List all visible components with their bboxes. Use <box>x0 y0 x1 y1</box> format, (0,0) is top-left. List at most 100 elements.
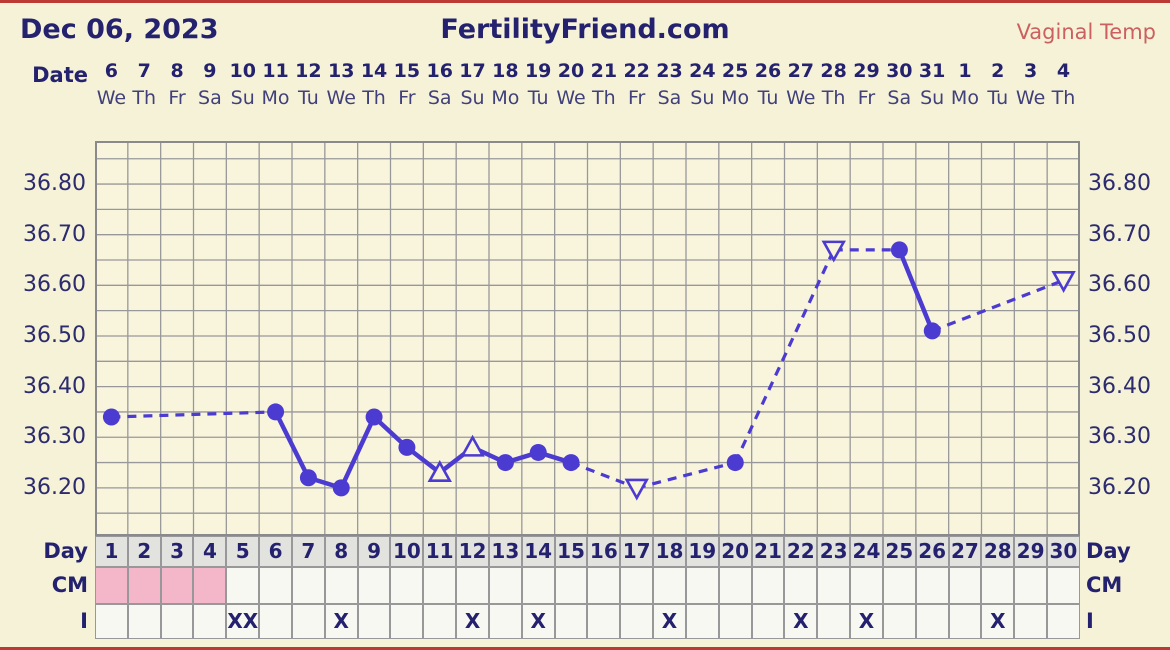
data-point-day-15[interactable] <box>562 454 580 472</box>
day-cell-19[interactable]: 19 <box>685 536 719 567</box>
intercourse-cell-28[interactable]: X <box>981 604 1015 639</box>
cm-cell-21[interactable] <box>751 567 785 604</box>
cm-cell-28[interactable] <box>981 567 1015 604</box>
data-point-day-6[interactable] <box>267 403 285 421</box>
cm-cell-7[interactable] <box>291 567 325 604</box>
intercourse-cell-17[interactable] <box>620 604 654 639</box>
day-cell-4[interactable]: 4 <box>193 536 227 567</box>
day-cell-7[interactable]: 7 <box>291 536 325 567</box>
data-point-day-9[interactable] <box>365 408 383 426</box>
cm-cell-6[interactable] <box>259 567 292 604</box>
day-cell-11[interactable]: 11 <box>423 536 457 567</box>
intercourse-cell-22[interactable]: X <box>784 604 818 639</box>
intercourse-cell-30[interactable] <box>1047 604 1080 639</box>
data-point-day-10[interactable] <box>398 438 416 456</box>
intercourse-cell-11[interactable] <box>423 604 457 639</box>
intercourse-cell-2[interactable] <box>127 604 161 639</box>
day-cell-14[interactable]: 14 <box>521 536 555 567</box>
cm-cell-19[interactable] <box>685 567 719 604</box>
intercourse-cell-21[interactable] <box>751 604 785 639</box>
day-cell-2[interactable]: 2 <box>127 536 161 567</box>
day-cell-21[interactable]: 21 <box>751 536 785 567</box>
cm-cell-12[interactable] <box>456 567 489 604</box>
day-cell-6[interactable]: 6 <box>259 536 292 567</box>
cm-cell-16[interactable] <box>587 567 621 604</box>
day-cell-22[interactable]: 22 <box>784 536 818 567</box>
intercourse-cell-13[interactable] <box>488 604 522 639</box>
day-cell-18[interactable]: 18 <box>653 536 686 567</box>
intercourse-cell-25[interactable] <box>882 604 916 639</box>
intercourse-cell-9[interactable] <box>357 604 391 639</box>
cm-cell-3[interactable] <box>160 567 194 604</box>
day-cell-5[interactable]: 5 <box>226 536 260 567</box>
day-cell-15[interactable]: 15 <box>554 536 588 567</box>
cm-cell-27[interactable] <box>948 567 982 604</box>
day-cell-9[interactable]: 9 <box>357 536 391 567</box>
intercourse-cell-8[interactable]: X <box>324 604 358 639</box>
data-point-day-23[interactable] <box>821 240 846 263</box>
cm-cell-4[interactable] <box>193 567 227 604</box>
day-cell-17[interactable]: 17 <box>620 536 654 567</box>
cm-cell-9[interactable] <box>357 567 391 604</box>
intercourse-cell-16[interactable] <box>587 604 621 639</box>
cm-cell-25[interactable] <box>882 567 916 604</box>
intercourse-cell-20[interactable] <box>718 604 752 639</box>
day-cell-25[interactable]: 25 <box>882 536 916 567</box>
cm-cell-24[interactable] <box>850 567 883 604</box>
day-cell-24[interactable]: 24 <box>850 536 883 567</box>
day-cell-29[interactable]: 29 <box>1014 536 1048 567</box>
intercourse-cell-7[interactable] <box>291 604 325 639</box>
data-point-day-30[interactable] <box>1051 270 1076 293</box>
intercourse-cell-14[interactable]: X <box>521 604 555 639</box>
cm-cell-20[interactable] <box>718 567 752 604</box>
cm-cell-11[interactable] <box>423 567 457 604</box>
intercourse-cell-12[interactable]: X <box>456 604 489 639</box>
cm-cell-8[interactable] <box>324 567 358 604</box>
cm-cell-17[interactable] <box>620 567 654 604</box>
intercourse-cell-27[interactable] <box>948 604 982 639</box>
intercourse-cell-29[interactable] <box>1014 604 1048 639</box>
cm-cell-5[interactable] <box>226 567 260 604</box>
cm-cell-13[interactable] <box>488 567 522 604</box>
data-point-day-26[interactable] <box>923 322 941 340</box>
cm-cell-15[interactable] <box>554 567 588 604</box>
day-cell-10[interactable]: 10 <box>390 536 424 567</box>
day-cell-23[interactable]: 23 <box>817 536 851 567</box>
data-point-day-13[interactable] <box>496 454 514 472</box>
intercourse-cell-1[interactable] <box>95 604 128 639</box>
intercourse-cell-6[interactable] <box>259 604 292 639</box>
intercourse-cell-18[interactable]: X <box>653 604 686 639</box>
data-point-day-11[interactable] <box>427 460 452 482</box>
day-cell-27[interactable]: 27 <box>948 536 982 567</box>
data-point-day-17[interactable] <box>624 478 649 501</box>
day-cell-12[interactable]: 12 <box>456 536 489 567</box>
day-cell-30[interactable]: 30 <box>1047 536 1080 567</box>
intercourse-cell-19[interactable] <box>685 604 719 639</box>
intercourse-cell-15[interactable] <box>554 604 588 639</box>
cm-cell-10[interactable] <box>390 567 424 604</box>
data-point-day-25[interactable] <box>890 241 908 259</box>
data-point-day-8[interactable] <box>332 479 350 497</box>
day-cell-16[interactable]: 16 <box>587 536 621 567</box>
intercourse-cell-5[interactable]: XX <box>226 604 260 639</box>
cm-cell-23[interactable] <box>817 567 851 604</box>
cm-cell-2[interactable] <box>127 567 161 604</box>
day-cell-8[interactable]: 8 <box>324 536 358 567</box>
data-point-day-1[interactable] <box>102 408 120 426</box>
data-point-day-14[interactable] <box>529 443 547 461</box>
cm-cell-26[interactable] <box>915 567 949 604</box>
intercourse-cell-26[interactable] <box>915 604 949 639</box>
cm-cell-18[interactable] <box>653 567 686 604</box>
day-cell-3[interactable]: 3 <box>160 536 194 567</box>
cm-cell-30[interactable] <box>1047 567 1080 604</box>
day-cell-13[interactable]: 13 <box>488 536 522 567</box>
day-cell-1[interactable]: 1 <box>95 536 128 567</box>
day-cell-28[interactable]: 28 <box>981 536 1015 567</box>
day-cell-20[interactable]: 20 <box>718 536 752 567</box>
cm-cell-29[interactable] <box>1014 567 1048 604</box>
intercourse-cell-4[interactable] <box>193 604 227 639</box>
intercourse-cell-10[interactable] <box>390 604 424 639</box>
cm-cell-22[interactable] <box>784 567 818 604</box>
cm-cell-14[interactable] <box>521 567 555 604</box>
intercourse-cell-23[interactable] <box>817 604 851 639</box>
